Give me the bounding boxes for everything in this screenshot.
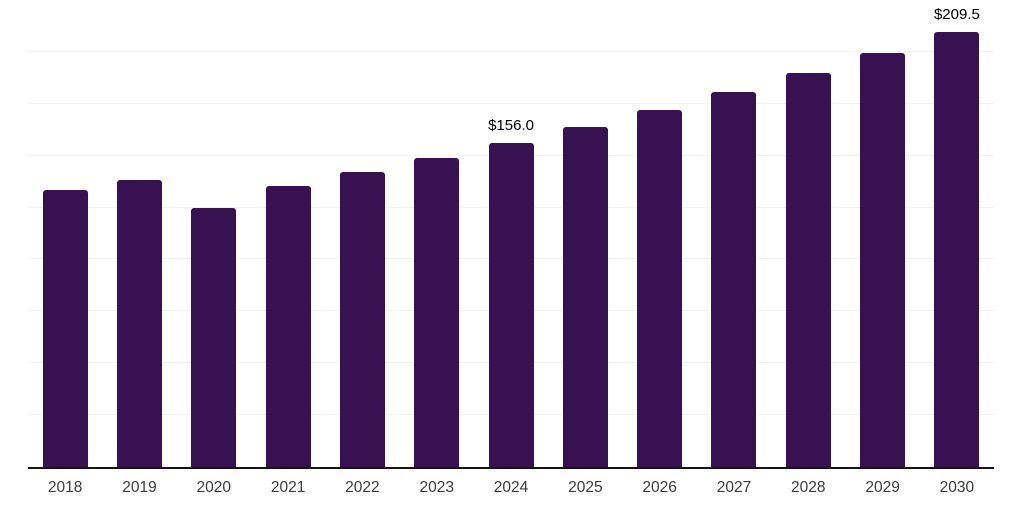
bar-slot: $209.5	[920, 0, 994, 467]
bar-2030	[934, 32, 980, 467]
bar-slot	[771, 0, 845, 467]
x-tick-label: 2026	[642, 479, 677, 496]
x-tick-label: 2022	[345, 479, 380, 496]
bar-2025	[562, 126, 608, 467]
bar-2019	[116, 179, 162, 467]
bar-slot	[177, 0, 251, 467]
x-tick-label: 2030	[939, 479, 975, 496]
plot-area: $156.0 $209.5	[28, 0, 994, 469]
x-axis-line	[28, 467, 994, 469]
bar-2028	[785, 72, 831, 467]
x-tick-label: 2018	[47, 479, 83, 496]
bar-slot	[400, 0, 474, 467]
gridline	[28, 102, 994, 104]
bar-slot	[623, 0, 697, 467]
bar-slot	[548, 0, 622, 467]
bar-value-label: $209.5	[933, 6, 980, 24]
bar-2026	[637, 109, 683, 467]
x-tick-label: 2021	[270, 479, 306, 496]
x-tick-label: 2025	[568, 479, 603, 496]
x-tick-label: 2028	[791, 479, 826, 496]
gridline	[28, 50, 994, 52]
bar-value-label: $156.0	[488, 117, 534, 135]
bar-2022	[339, 172, 385, 467]
bar-2029	[860, 52, 906, 467]
x-tick-label: 2024	[493, 479, 529, 496]
bar-2023	[414, 157, 460, 467]
bar-slot	[325, 0, 399, 467]
bar-2020	[191, 207, 237, 467]
x-tick-label: 2029	[865, 479, 900, 496]
x-tick-label: 2027	[716, 479, 752, 496]
bar-2021	[265, 186, 311, 467]
x-tick-label: 2019	[122, 479, 157, 496]
bar-slot	[102, 0, 176, 467]
bar-slot	[251, 0, 325, 467]
bar-slot: $156.0	[474, 0, 548, 467]
bar-slot	[845, 0, 919, 467]
bar-slot	[28, 0, 102, 467]
bar-2024	[488, 143, 534, 467]
bar-2018	[42, 190, 88, 467]
bar-2027	[711, 91, 757, 467]
x-tick-label: 2023	[419, 479, 454, 496]
bars-group: $156.0 $209.5	[28, 0, 994, 467]
x-axis-tick-labels: 2018 2019 2020 2021 2022 2023 2024 2025 2026 2027…	[28, 479, 994, 498]
x-tick-label: 2020	[196, 479, 232, 496]
bar-slot	[697, 0, 771, 467]
